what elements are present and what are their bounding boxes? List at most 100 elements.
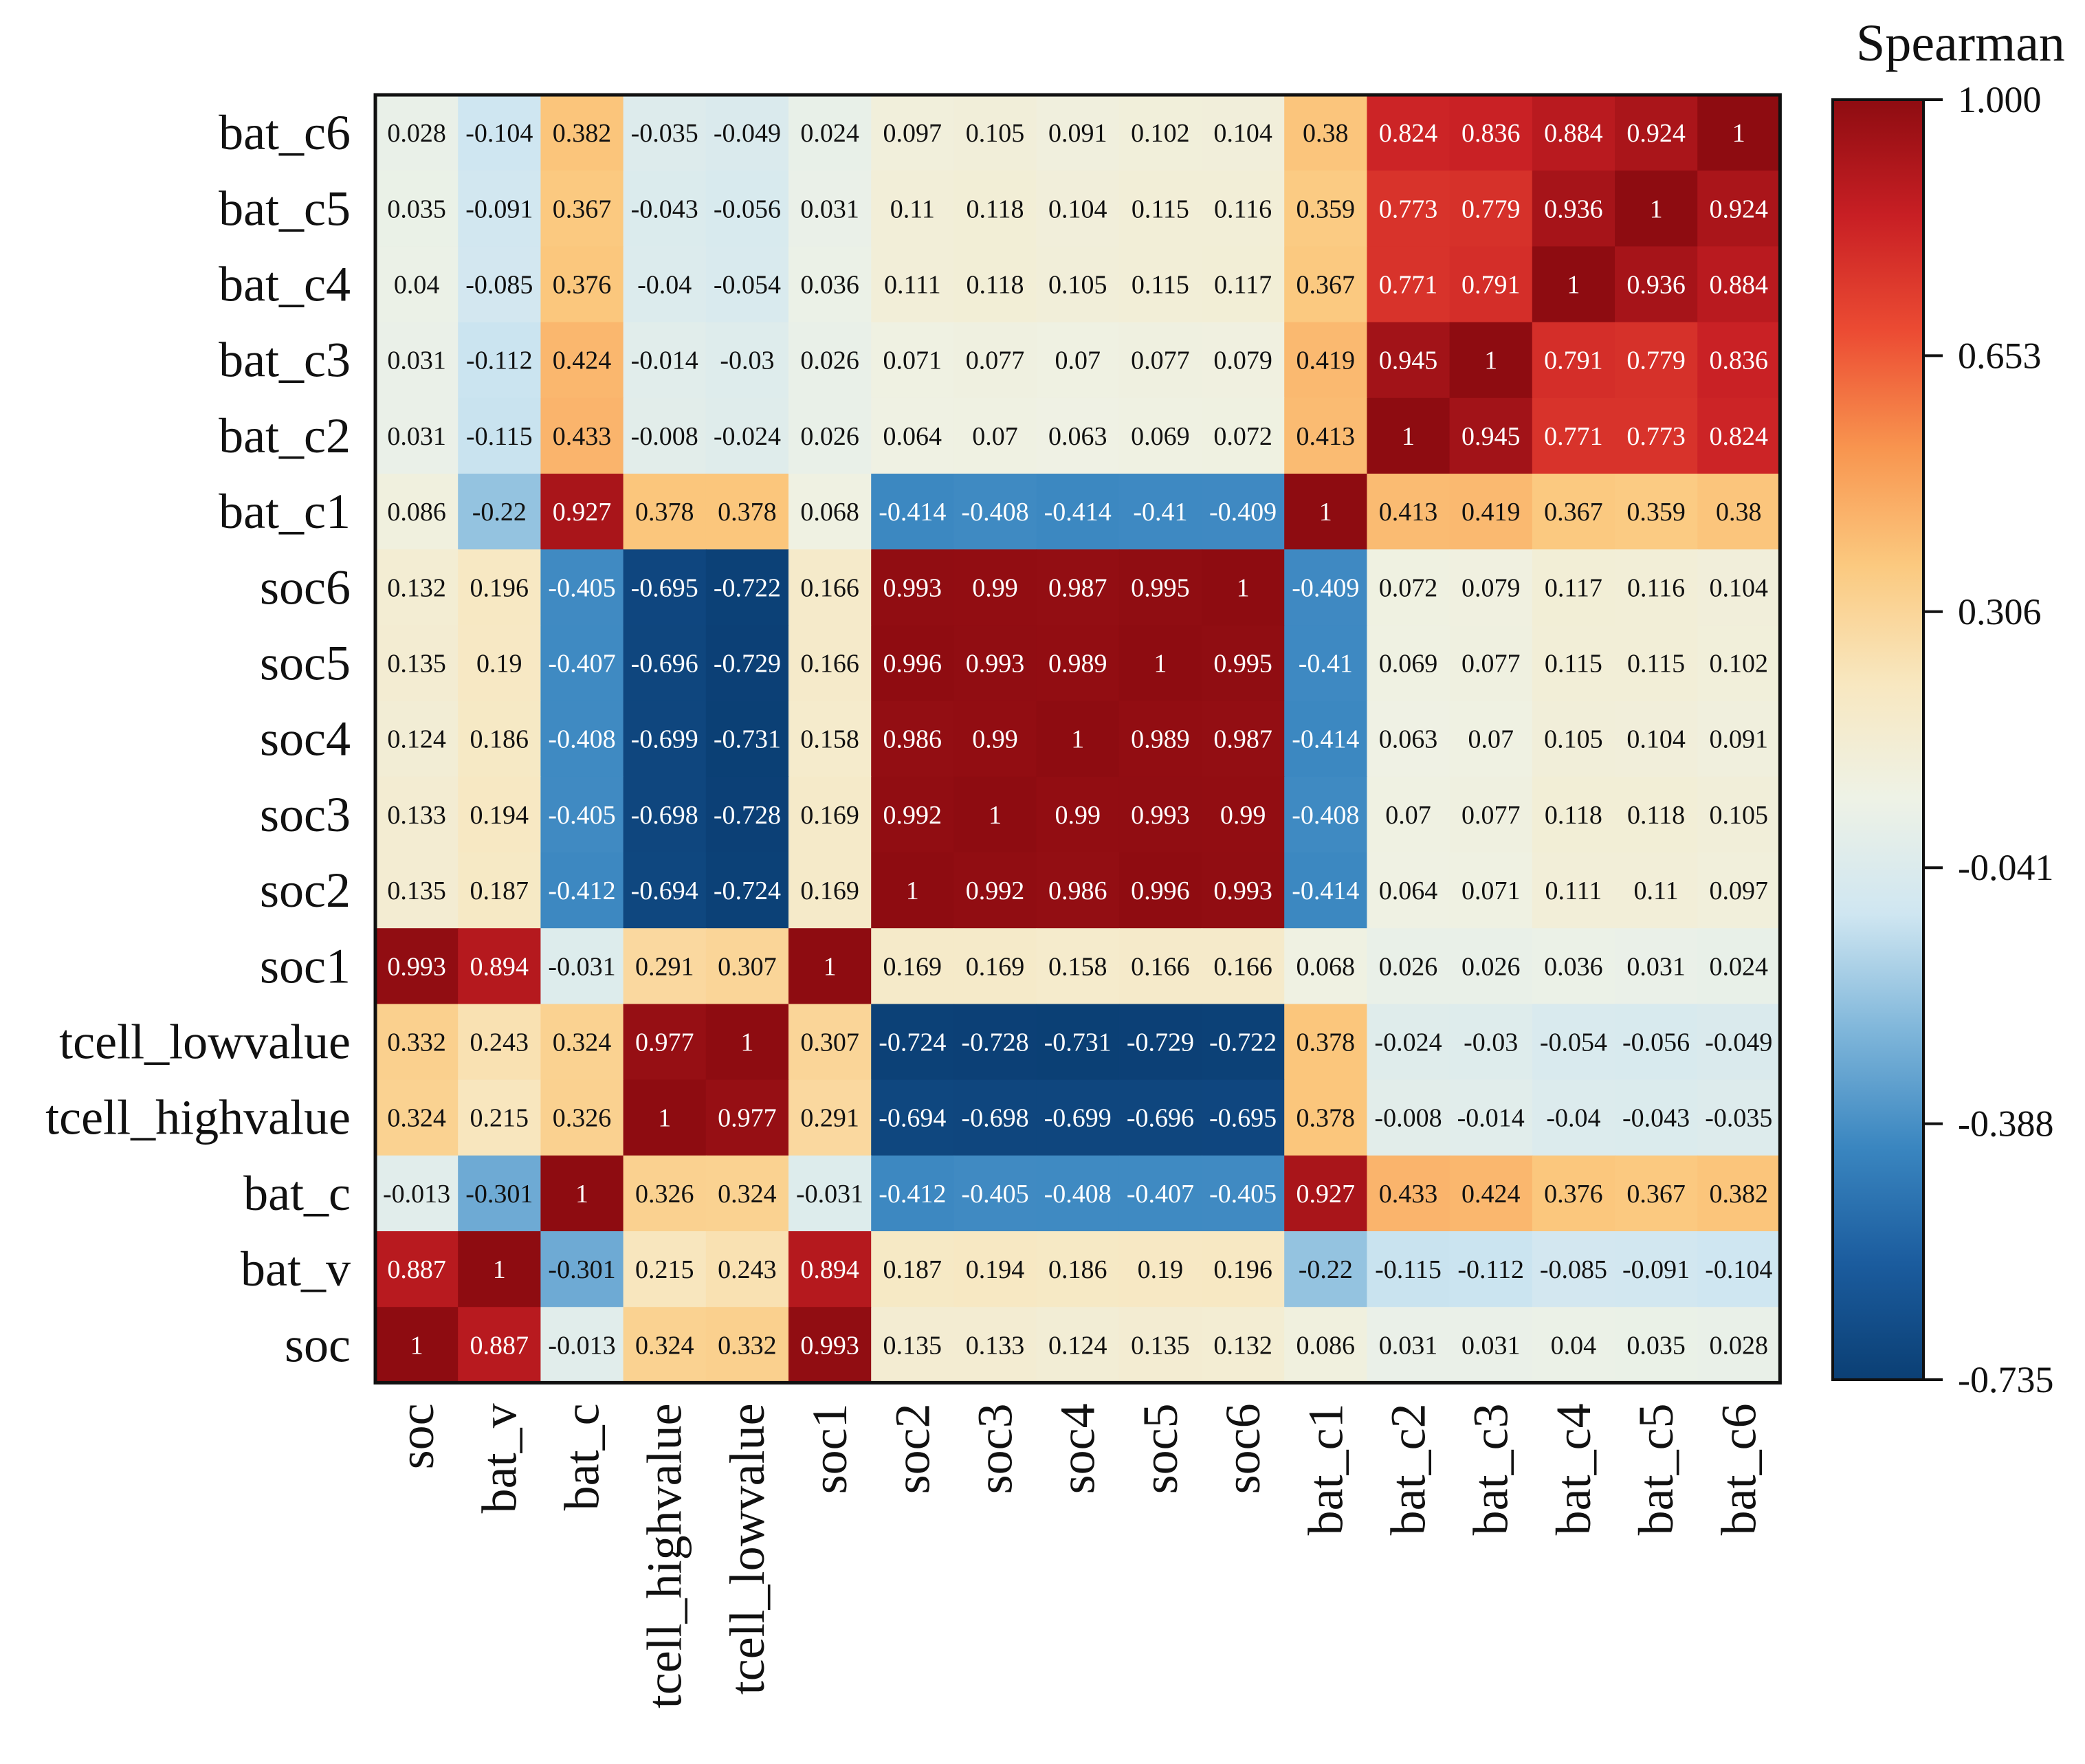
heatmap-cell: [375, 1231, 459, 1308]
heatmap-cell: [1532, 1155, 1615, 1232]
cell-value-label: -0.414: [1292, 725, 1359, 754]
heatmap-cell: [1202, 1155, 1285, 1232]
cell-value-label: 0.196: [470, 573, 529, 602]
cell-value-label: 1: [1732, 119, 1745, 148]
cell-value-label: -0.049: [714, 119, 781, 148]
cell-value-label: 0.132: [1213, 1331, 1272, 1360]
x-tick-label: bat_c3: [1464, 1403, 1519, 1535]
cell-value-label: 1: [824, 952, 837, 981]
y-tick-label: bat_c6: [219, 105, 351, 160]
heatmap-cell: [1449, 95, 1533, 171]
colorbar-tick-label: -0.735: [1958, 1359, 2053, 1400]
heatmap-cell: [1202, 95, 1285, 171]
cell-value-label: 0.773: [1626, 422, 1686, 451]
cell-value-label: -0.008: [631, 422, 698, 451]
heatmap-cell: [1615, 852, 1698, 929]
heatmap-cell: [623, 1004, 707, 1081]
cell-value-label: 0.104: [1626, 725, 1686, 754]
heatmap-cell: [953, 852, 1037, 929]
cell-value-label: 0.031: [1379, 1331, 1438, 1360]
cell-value-label: 0.132: [387, 573, 446, 602]
heatmap-cell: [871, 776, 955, 853]
heatmap-cell: [1202, 701, 1285, 778]
cell-value-label: 0.104: [1710, 573, 1769, 602]
heatmap-cell: [1532, 170, 1615, 247]
cell-value-label: 0.887: [470, 1331, 529, 1360]
cell-value-label: 0.04: [394, 271, 440, 300]
cell-value-label: 0.376: [1544, 1180, 1603, 1209]
cell-value-label: 0.111: [884, 271, 941, 300]
heatmap-cell: [1118, 928, 1202, 1005]
heatmap-cell: [1449, 549, 1533, 626]
heatmap-cell: [1036, 322, 1120, 399]
heatmap-cell: [1118, 1079, 1202, 1156]
heatmap-cell: [458, 1004, 542, 1081]
cell-value-label: 0.026: [1461, 952, 1521, 981]
heatmap-cell: [1202, 549, 1285, 626]
cell-value-label: 0.077: [1131, 346, 1190, 375]
heatmap-cell: [1615, 1079, 1698, 1156]
cell-value-label: 0.359: [1626, 498, 1686, 527]
heatmap-cell: [1367, 928, 1450, 1005]
heatmap-cell: [1449, 1307, 1533, 1384]
cell-value-label: 0.135: [387, 877, 446, 905]
heatmap-cell: [1615, 1155, 1698, 1232]
heatmap-cell: [1367, 776, 1450, 853]
heatmap-frame: [373, 93, 1782, 1385]
cell-value-label: 0.927: [553, 498, 612, 527]
heatmap-cell: [705, 852, 789, 929]
cell-value-label: 0.169: [800, 877, 859, 905]
cell-value-label: -0.412: [879, 1180, 946, 1209]
cell-value-label: -0.049: [1705, 1028, 1772, 1057]
heatmap-cell: [953, 1155, 1037, 1232]
heatmap-cell: [458, 397, 542, 474]
heatmap-cell: [1532, 474, 1615, 550]
heatmap-cell: [788, 625, 872, 702]
heatmap-cell: [1036, 1079, 1120, 1156]
heatmap-cell: [540, 397, 624, 474]
cell-value-label: 0.99: [972, 573, 1018, 602]
cell-value-label: 0.378: [1297, 1028, 1356, 1057]
heatmap-cell: [1036, 701, 1120, 778]
cell-value-label: 0.367: [1626, 1180, 1686, 1209]
heatmap-cell: [540, 1004, 624, 1081]
heatmap-cell: [1615, 776, 1698, 853]
heatmap-cell: [705, 1307, 789, 1384]
heatmap-cell: [458, 322, 542, 399]
heatmap-cell: [871, 1231, 955, 1308]
heatmap-cell: [953, 474, 1037, 550]
heatmap-cell: [705, 1231, 789, 1308]
cell-value-label: -0.04: [637, 271, 692, 300]
heatmap-cell: [1284, 95, 1368, 171]
x-tick-label: soc3: [968, 1403, 1023, 1494]
cell-value-label: 0.413: [1379, 498, 1438, 527]
cell-value-label: 0.378: [718, 498, 777, 527]
x-tick-label: bat_c1: [1298, 1403, 1353, 1535]
cell-value-label: 0.977: [718, 1104, 777, 1133]
heatmap-cell: [1532, 397, 1615, 474]
y-tick-label: bat_c5: [219, 181, 351, 236]
heatmap-cell: [705, 170, 789, 247]
y-tick-label: bat_c2: [219, 408, 351, 463]
heatmap-cell: [458, 246, 542, 323]
cell-value-label: 0.169: [800, 801, 859, 830]
cell-value-label: 0.115: [1627, 650, 1685, 679]
cell-value-label: 0.102: [1710, 650, 1769, 679]
heatmap-cell: [1367, 1004, 1450, 1081]
cell-value-label: 0.026: [1379, 952, 1438, 981]
cell-value-label: -0.408: [1292, 801, 1359, 830]
cell-value-label: 0.068: [800, 498, 859, 527]
cell-value-label: 0.992: [966, 877, 1025, 905]
cell-value-label: -0.008: [1374, 1104, 1442, 1133]
cell-value-label: 0.187: [470, 877, 529, 905]
cell-value-label: 0.135: [1131, 1331, 1190, 1360]
heatmap-cell: [1697, 928, 1781, 1005]
cell-value-label: 0.116: [1214, 195, 1272, 223]
heatmap-cell: [788, 170, 872, 247]
cell-value-label: 0.324: [553, 1028, 612, 1057]
colorbar-tick-label: 0.306: [1958, 591, 2042, 632]
heatmap-cell: [953, 549, 1037, 626]
cell-value-label: -0.724: [879, 1028, 946, 1057]
cell-value-label: -0.056: [1622, 1028, 1690, 1057]
